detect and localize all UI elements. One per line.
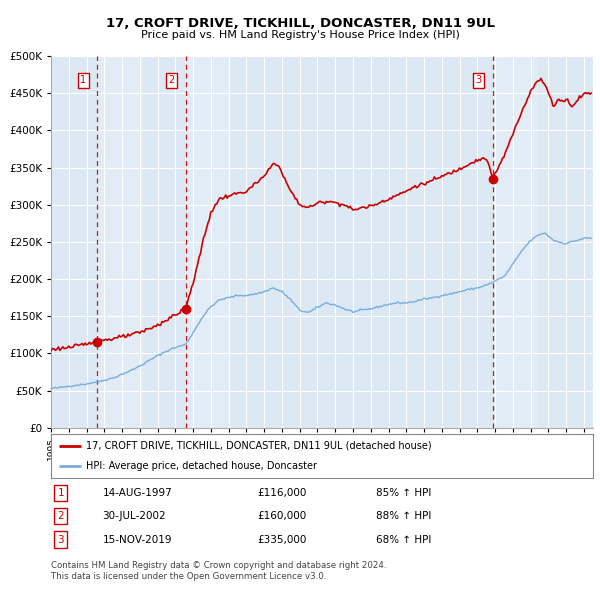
Text: Contains HM Land Registry data © Crown copyright and database right 2024.: Contains HM Land Registry data © Crown c… <box>51 560 386 569</box>
Bar <box>97 56 142 428</box>
Text: 1: 1 <box>58 488 64 498</box>
Text: 3: 3 <box>476 75 482 85</box>
Text: 30-JUL-2002: 30-JUL-2002 <box>103 512 166 521</box>
Text: 2: 2 <box>168 75 175 85</box>
Bar <box>185 56 230 428</box>
Text: £335,000: £335,000 <box>257 535 306 545</box>
Text: £116,000: £116,000 <box>257 488 306 498</box>
Text: 3: 3 <box>58 535 64 545</box>
Text: £160,000: £160,000 <box>257 512 306 521</box>
Text: 68% ↑ HPI: 68% ↑ HPI <box>376 535 431 545</box>
Text: 14-AUG-1997: 14-AUG-1997 <box>103 488 172 498</box>
Text: Price paid vs. HM Land Registry's House Price Index (HPI): Price paid vs. HM Land Registry's House … <box>140 31 460 40</box>
Text: This data is licensed under the Open Government Licence v3.0.: This data is licensed under the Open Gov… <box>51 572 326 581</box>
Text: 15-NOV-2019: 15-NOV-2019 <box>103 535 172 545</box>
Text: HPI: Average price, detached house, Doncaster: HPI: Average price, detached house, Donc… <box>86 461 317 471</box>
Text: 2: 2 <box>58 512 64 521</box>
Text: 88% ↑ HPI: 88% ↑ HPI <box>376 512 431 521</box>
Bar <box>493 56 537 428</box>
Text: 17, CROFT DRIVE, TICKHILL, DONCASTER, DN11 9UL (detached house): 17, CROFT DRIVE, TICKHILL, DONCASTER, DN… <box>86 441 432 451</box>
Text: 85% ↑ HPI: 85% ↑ HPI <box>376 488 431 498</box>
Text: 1: 1 <box>80 75 86 85</box>
Text: 17, CROFT DRIVE, TICKHILL, DONCASTER, DN11 9UL: 17, CROFT DRIVE, TICKHILL, DONCASTER, DN… <box>106 17 494 30</box>
